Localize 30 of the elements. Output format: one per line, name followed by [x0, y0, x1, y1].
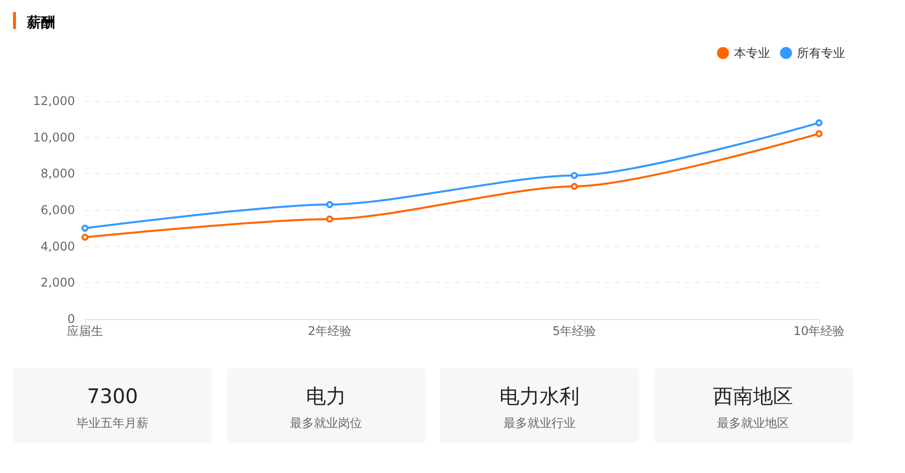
x-tick-label: 5年经验: [552, 324, 596, 338]
y-tick-label: 2,000: [40, 276, 75, 290]
point: [82, 234, 88, 241]
y-tick-label: 8,000: [40, 166, 75, 181]
y-tick-label: 4,000: [40, 239, 75, 254]
point: [816, 130, 822, 138]
text: 最多就业行业: [502, 415, 576, 431]
chart-title: 薪酬: [26, 15, 55, 31]
point: [82, 224, 88, 232]
x-tick-label: 2年经验: [308, 324, 352, 338]
text: 最多就业地区: [716, 415, 790, 431]
y-tick-label: 6,000: [40, 203, 75, 217]
text: 电力: [305, 383, 347, 409]
text: 电力水利: [498, 383, 580, 409]
y-tick-label: 12,000: [33, 94, 75, 108]
point: [816, 119, 822, 126]
point: [570, 182, 578, 190]
legend-label: 本专业: [734, 46, 770, 60]
point: [326, 216, 334, 223]
text: 西南地区: [712, 383, 794, 409]
text: 毕业五年月薪: [76, 415, 150, 431]
text: 最多就业岗位: [289, 415, 363, 431]
point: [570, 172, 578, 179]
point: [326, 201, 334, 208]
text: 7300: [86, 383, 139, 409]
x-tick-label: 应届生: [67, 324, 103, 338]
y-tick-label: 0: [67, 312, 75, 326]
x-tick-label: 10年经验: [793, 324, 845, 338]
legend-label: 所有专业: [797, 46, 845, 60]
y-tick-label: 10,000: [33, 130, 75, 144]
